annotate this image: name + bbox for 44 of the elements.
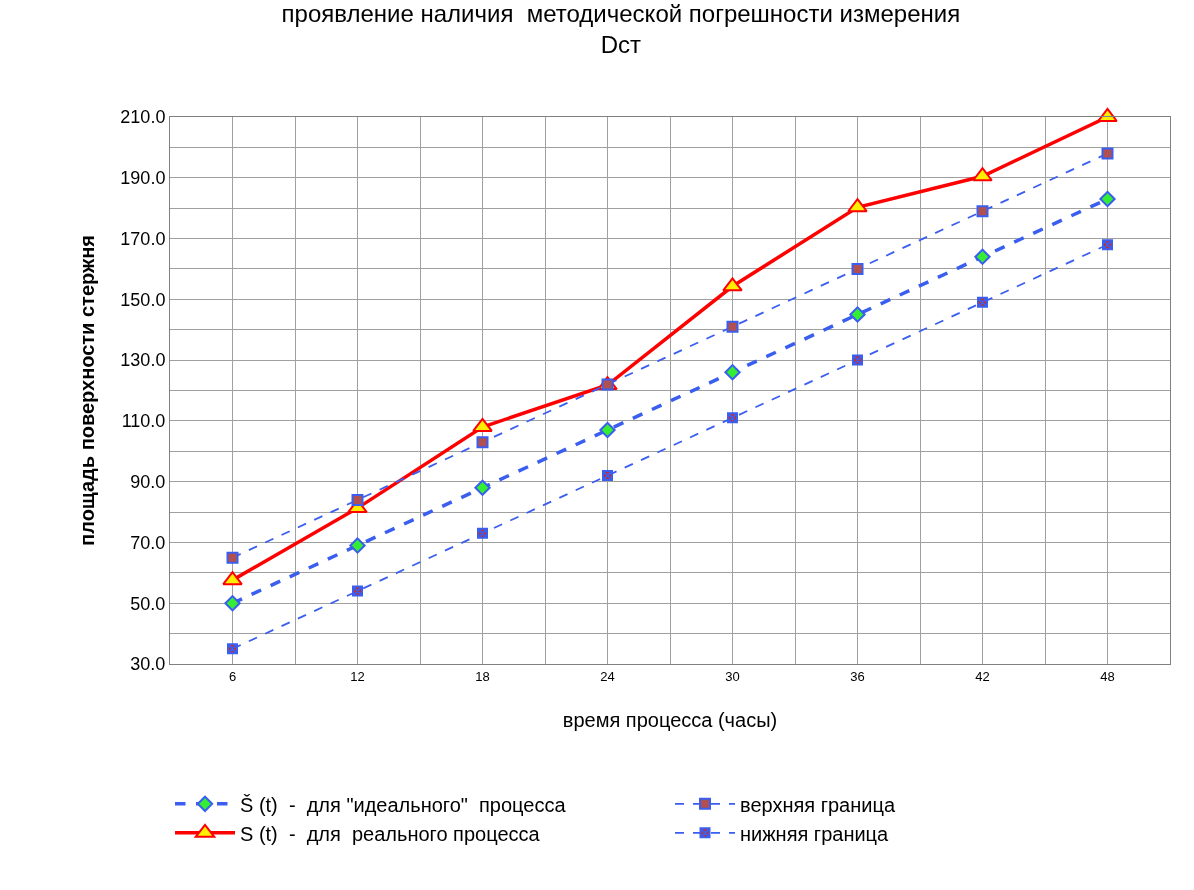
point: [599, 421, 616, 439]
point: [847, 198, 868, 213]
y-tick-label: 150.0: [120, 289, 166, 310]
point: [224, 595, 241, 612]
point: [222, 571, 243, 586]
y-tick-label: 190.0: [120, 168, 166, 189]
x-axis-title: время процесса (часы): [562, 709, 778, 732]
point: [226, 551, 239, 564]
legend-label: нижняя граница: [740, 822, 890, 845]
point: [351, 493, 364, 506]
point: [976, 205, 989, 218]
x-tick-label: 36: [850, 668, 865, 684]
y-tick-label: 50.0: [130, 593, 166, 614]
x-tick-label: 30: [725, 668, 740, 684]
point: [851, 262, 864, 275]
point: [1101, 147, 1114, 160]
chart-title: проявление наличия методической погрешности измерения Dст: [281, 0, 961, 59]
point: [722, 277, 743, 292]
x-tick-label: 42: [975, 668, 990, 684]
y-tick-label: 70.0: [130, 532, 166, 553]
y-tick-label: 170.0: [120, 228, 166, 249]
point: [849, 306, 866, 323]
y-tick-label: 30.0: [130, 654, 166, 675]
legend-label: Š (t) - для "идеального" процесса: [240, 793, 567, 816]
legend-label: верхняя граница: [740, 793, 896, 816]
point: [349, 537, 366, 554]
point: [974, 248, 991, 265]
x-tick-label: 18: [475, 668, 490, 684]
point: [972, 167, 993, 182]
point: [726, 320, 739, 333]
x-tick-label: 12: [350, 668, 365, 684]
x-tick-label: 48: [1100, 668, 1115, 684]
x-tick-label: 6: [228, 668, 237, 684]
y-tick-label: 130.0: [120, 350, 166, 371]
point: [1099, 190, 1116, 208]
y-tick-label: 90.0: [130, 471, 166, 492]
point: [724, 364, 741, 381]
legend-label: S (t) - для реального процесса: [240, 822, 541, 845]
y-tick-label: 210.0: [120, 107, 166, 128]
y-tick-label: 110.0: [121, 411, 166, 432]
y-axis-title: площадь поверхности стержня: [75, 235, 98, 546]
point: [474, 479, 491, 496]
x-tick-label: 24: [600, 668, 615, 684]
point: [476, 436, 489, 449]
